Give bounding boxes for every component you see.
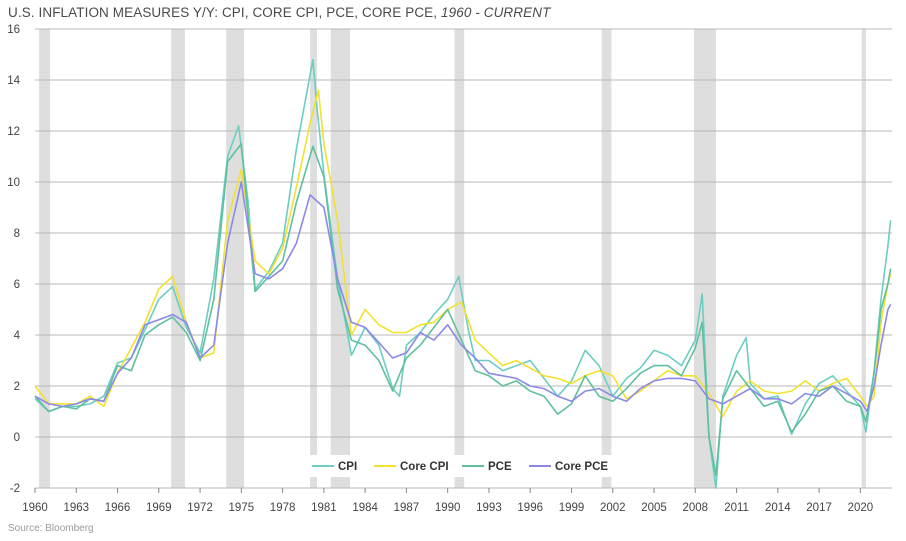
recession-shading [39,29,866,488]
series-lines [34,58,892,489]
y-tick-label: 12 [7,126,20,138]
y-tick-label: 14 [7,75,20,87]
x-tick-label: 2002 [600,502,626,514]
legend-label: Core PCE [555,461,608,473]
recession-band-1 [171,29,185,488]
series-line-core-pce [34,181,892,413]
x-tick-label: 1981 [311,502,337,514]
y-tick-label: -2 [10,483,20,495]
recession-band-4 [330,29,351,488]
legend-background [305,455,613,477]
x-tick-label: 1987 [394,502,420,514]
x-tick-label: 2020 [848,502,874,514]
y-tick-label: 16 [7,24,20,36]
y-tick-label: 0 [14,432,20,444]
y-tick-label: 8 [14,228,20,240]
recession-band-8 [861,29,866,488]
y-tick-label: 6 [14,279,20,291]
x-tick-label: 2014 [765,502,791,514]
x-tick-label: 2005 [641,502,667,514]
x-tick-label: 1972 [187,502,213,514]
x-tick-label: 1990 [435,502,461,514]
legend-label: PCE [488,461,512,473]
recession-band-5 [454,29,465,488]
x-tick-label: 1984 [352,502,378,514]
x-tick-label: 1963 [63,502,89,514]
y-tick-label: 2 [14,381,20,393]
recession-band-7 [693,29,716,488]
x-tick-label: 1969 [146,502,172,514]
recession-band-3 [310,29,317,488]
y-axis-ticks: -2 0 2 4 6 8 10 12 14 16 [7,24,20,495]
x-tick-label: 2011 [724,502,749,514]
y-tick-label: 4 [14,330,21,342]
x-tick-label: 1960 [22,502,48,514]
x-tick-label: 1996 [517,502,543,514]
source-note: Source: Bloomberg [8,523,94,534]
legend-label: CPI [338,461,357,473]
recession-band-0 [39,29,51,488]
recession-band-6 [601,29,612,488]
x-axis-ticks: 1960 1963 1966 1969 1972 1975 1978 1981 1984 1987… [22,488,873,514]
y-tick-label: 10 [7,177,20,189]
x-tick-label: 1966 [105,502,131,514]
x-tick-label: 2017 [806,502,832,514]
chart-title: U.S. INFLATION MEASURES Y/Y: CPI, CORE C… [8,5,550,20]
x-tick-label: 2008 [682,502,708,514]
series-line-pce [34,143,892,477]
legend-label: Core CPI [400,461,449,473]
x-tick-label: 1978 [270,502,296,514]
chart-title-main: U.S. INFLATION MEASURES Y/Y: CPI, CORE C… [8,5,441,20]
chart-title-range: 1960 - CURRENT [441,5,551,20]
x-tick-label: 1999 [559,502,585,514]
x-tick-label: 1993 [476,502,502,514]
recession-band-2 [226,29,245,488]
x-tick-label: 1975 [229,502,255,514]
legend: CPI Core CPI PCE Core PCE [305,455,613,477]
